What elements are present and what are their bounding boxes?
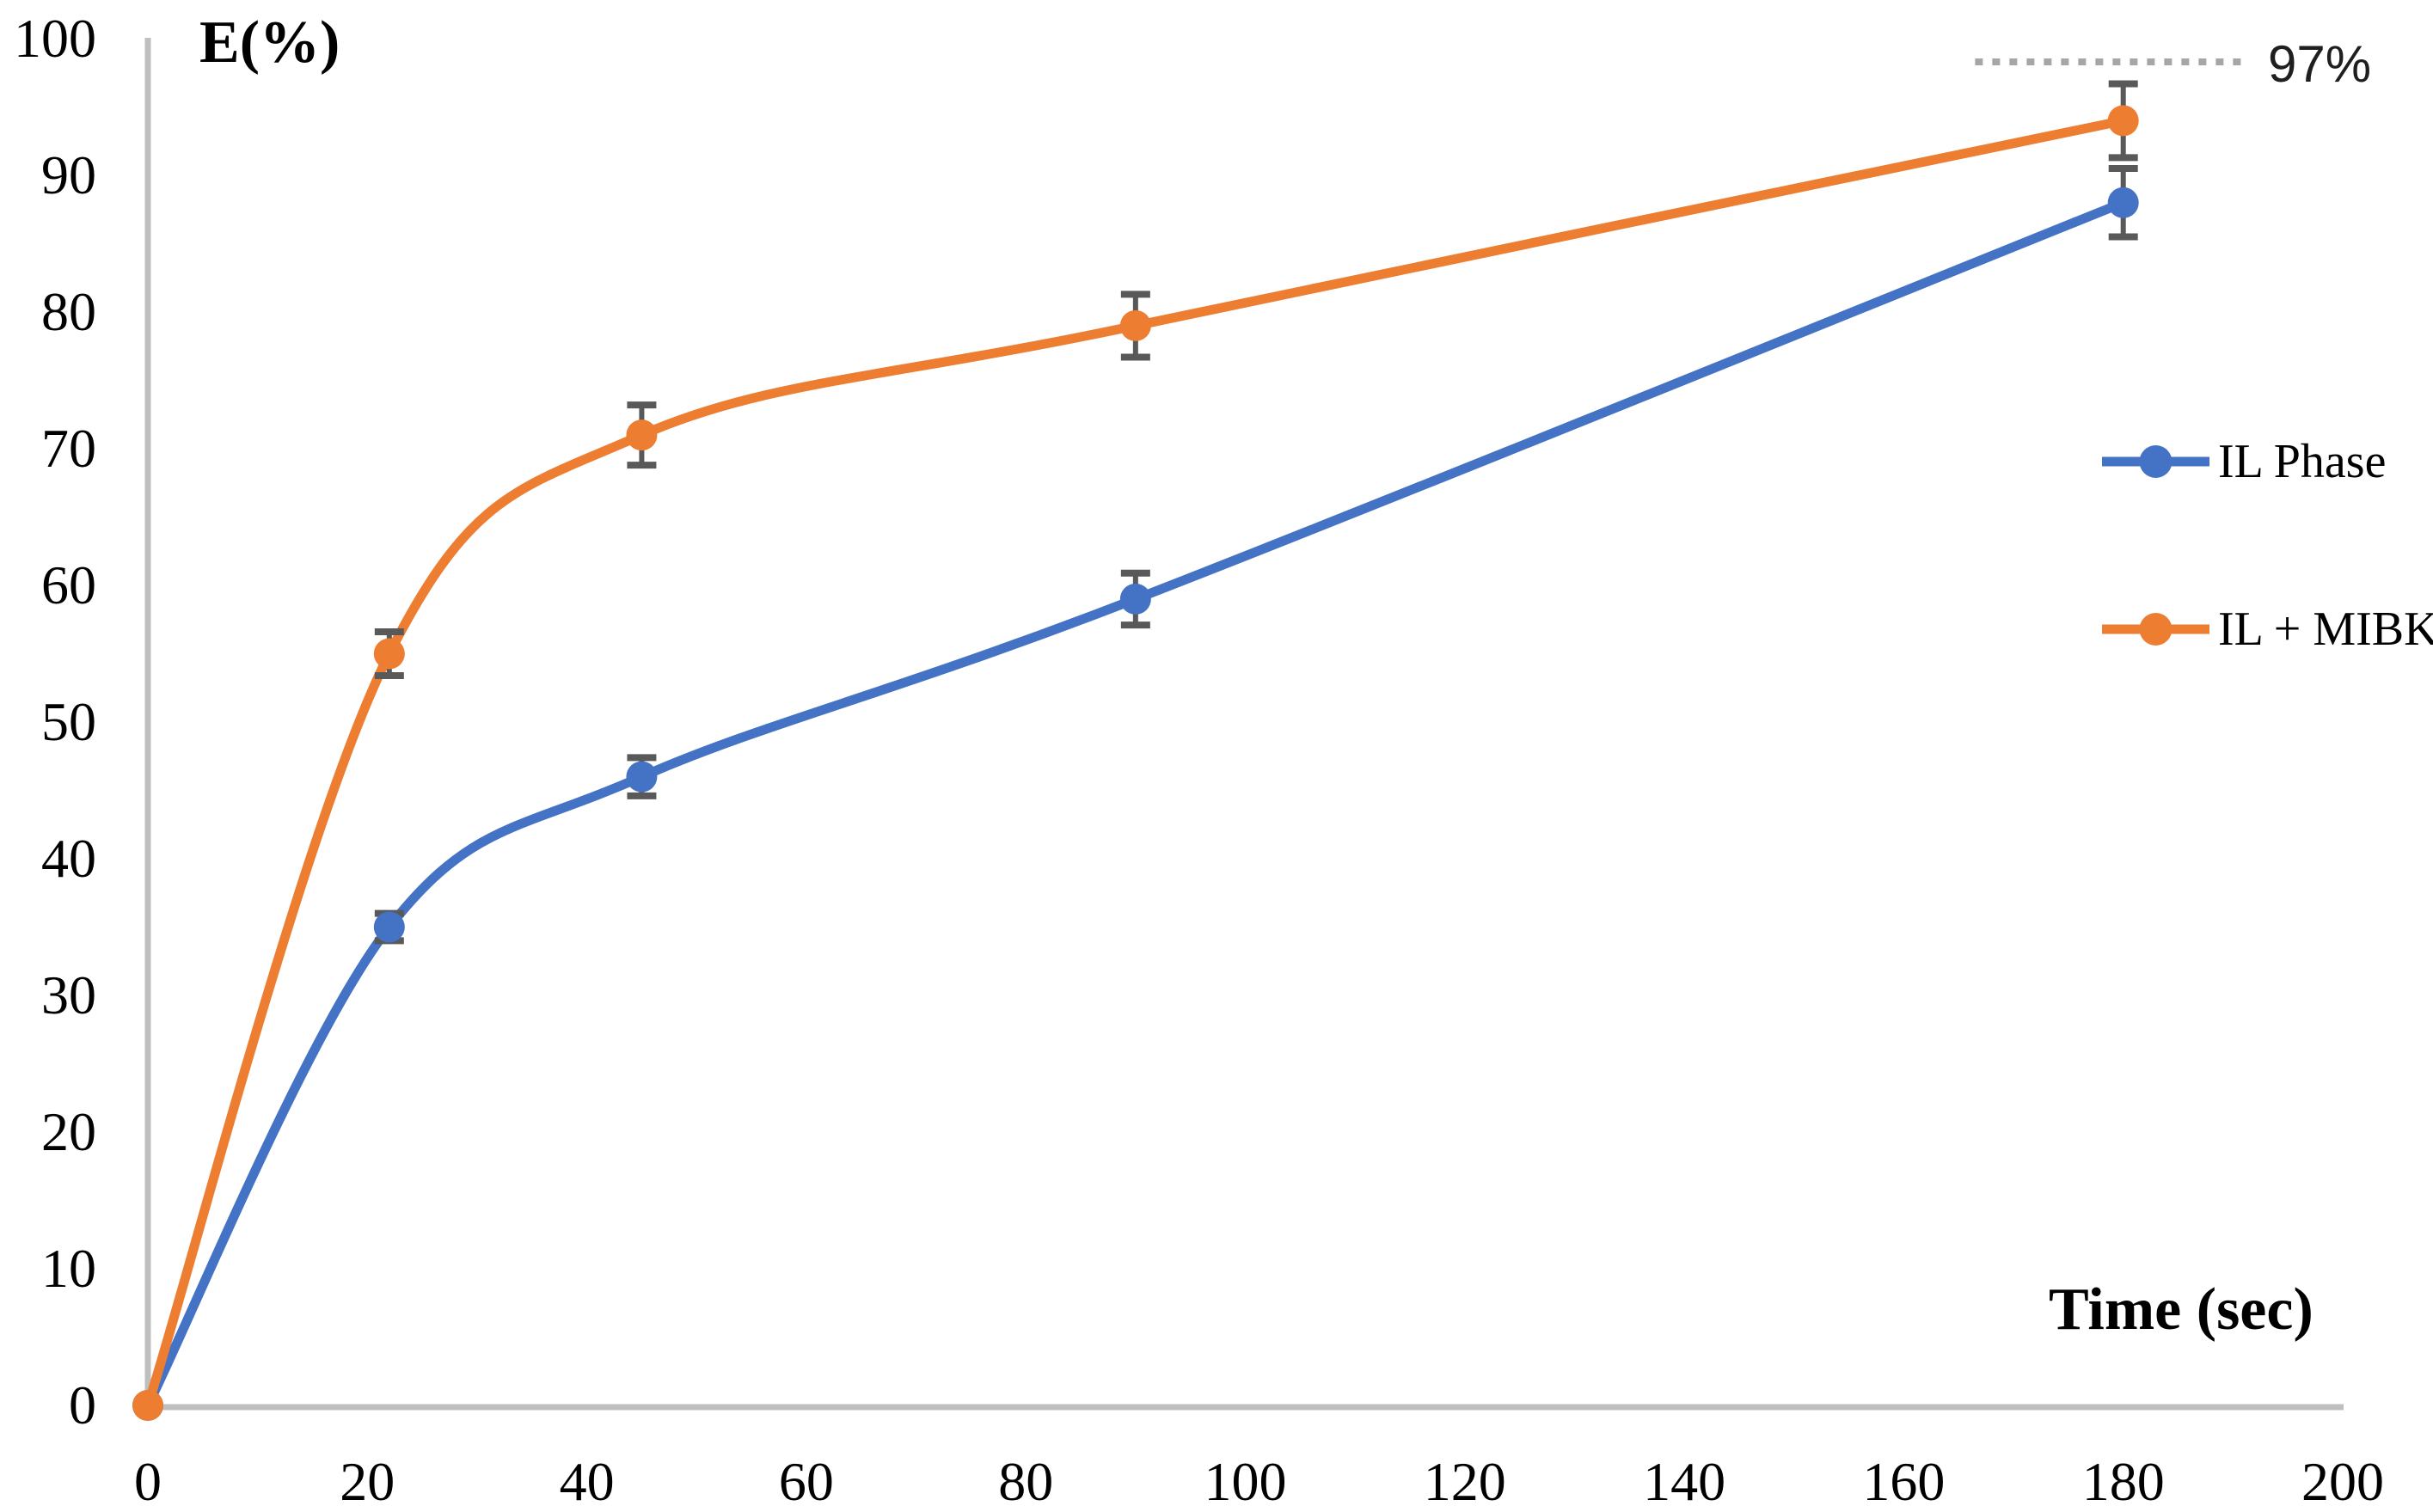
series-line-il-mibk <box>143 115 2129 1411</box>
y-tick-label-60: 60 <box>41 554 96 615</box>
x-tick-label-40: 40 <box>559 1451 615 1512</box>
x-tick-label-180: 180 <box>2081 1451 2165 1512</box>
target-percent-label: 97% <box>2268 35 2372 93</box>
x-tick-label-140: 140 <box>1643 1451 1726 1512</box>
series-line-il-phase <box>143 198 2129 1411</box>
y-tick-label-20: 20 <box>41 1101 96 1162</box>
x-axis-title: Time (sec) <box>2049 1276 2313 1343</box>
legend-key-il-mibk <box>2102 613 2209 646</box>
x-tick-label-100: 100 <box>1204 1451 1287 1512</box>
y-tick-label-10: 10 <box>41 1238 96 1299</box>
x-tick-label-80: 80 <box>998 1451 1054 1512</box>
y-tick-label-0: 0 <box>69 1374 96 1435</box>
y-axis-title: E(%) <box>199 9 340 76</box>
x-tick-label-200: 200 <box>2301 1451 2384 1512</box>
data-point-il-mibk-180 <box>2107 105 2139 137</box>
y-tick-label-90: 90 <box>41 144 96 205</box>
legend-label-il-phase: IL Phase <box>2218 435 2387 488</box>
data-point-il-phase-45 <box>626 761 658 793</box>
x-tick-label-160: 160 <box>1862 1451 1946 1512</box>
y-tick-label-100: 100 <box>14 8 96 69</box>
data-point-il-mibk-22 <box>373 638 405 670</box>
x-tick-label-20: 20 <box>340 1451 395 1512</box>
y-tick-label-30: 30 <box>41 964 96 1025</box>
x-tick-label-0: 0 <box>134 1451 162 1512</box>
data-point-il-phase-22 <box>373 911 405 943</box>
x-tick-label-60: 60 <box>778 1451 834 1512</box>
y-tick-label-70: 70 <box>41 418 96 479</box>
y-tick-label-40: 40 <box>41 828 96 889</box>
data-point-il-phase-90 <box>1119 583 1151 615</box>
x-tick-label-120: 120 <box>1423 1451 1506 1512</box>
data-point-il-phase-180 <box>2107 187 2139 218</box>
data-point-il-mibk-45 <box>626 419 658 451</box>
legend-label-il-mibk: IL + MIBK <box>2218 603 2433 656</box>
y-tick-label-50: 50 <box>41 691 96 752</box>
data-point-il-mibk-0 <box>132 1390 163 1421</box>
legend-key-il-phase <box>2102 445 2209 478</box>
data-point-il-mibk-90 <box>1119 309 1151 341</box>
y-tick-label-80: 80 <box>41 281 96 342</box>
